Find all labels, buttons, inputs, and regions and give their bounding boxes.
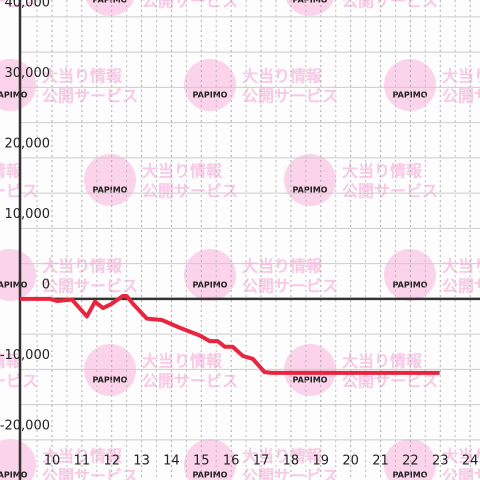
watermark-logo-text: PAPIMO <box>0 471 28 480</box>
watermark-text: 公開サービス <box>442 467 480 480</box>
watermark-text: 公開サービス <box>342 0 438 11</box>
x-tick-label: 14 <box>163 454 180 469</box>
watermark-logo <box>86 0 134 16</box>
watermark-text: 大当り情報 <box>0 352 23 371</box>
watermark-logo-text: PAPIMO <box>293 0 328 5</box>
watermark-logo <box>284 154 336 206</box>
watermark-logo <box>0 59 36 111</box>
watermark-text: 大当り情報 <box>242 67 323 86</box>
watermark-logo <box>184 249 236 301</box>
watermark-text: 大当り情報 <box>242 447 323 466</box>
watermark-text: 公開サービス <box>242 87 338 106</box>
watermark-logo-text: PAPIMO <box>193 91 228 100</box>
watermark-logo-text: PAPIMO <box>0 281 28 290</box>
watermark-text: 公開サービス <box>242 467 338 480</box>
data-line <box>20 294 440 375</box>
watermark-text: 大当り情報 <box>42 447 123 466</box>
watermark-text: 大当り情報 <box>342 352 423 371</box>
watermark-text: 公開サービス <box>42 277 138 296</box>
x-tick-label: 21 <box>372 454 389 469</box>
watermark-logo-text: PAPIMO <box>293 376 328 385</box>
x-tick-label: 20 <box>342 454 359 469</box>
watermark-logo <box>284 344 336 396</box>
watermark-logo <box>0 439 36 480</box>
x-tick-label: 19 <box>313 454 330 469</box>
x-tick-label: 16 <box>223 454 240 469</box>
x-tick-label: 15 <box>193 454 210 469</box>
watermark-logo <box>0 249 36 301</box>
x-tick-label: 23 <box>432 454 449 469</box>
label-layer: 10 11 12 13 14 15 16 17 18 19 20 21 22 23 24 -20,000 -10… <box>0 0 478 469</box>
watermark-text: 公開サービス <box>242 277 338 296</box>
watermark-text: 公開サービス <box>142 182 238 201</box>
watermark-text: 大当り情報 <box>342 162 423 181</box>
y-tick-label: -10,000 <box>0 348 50 363</box>
watermark-logo-text: PAPIMO <box>0 91 28 100</box>
watermark-logo <box>84 154 136 206</box>
watermark-text: 大当り情報 <box>242 257 323 276</box>
y-tick-label: 40,000 <box>5 0 51 10</box>
watermark-text: 大当り情報 <box>42 257 123 276</box>
watermark-logo <box>384 439 436 480</box>
y-tick-label: 0 <box>42 277 50 292</box>
x-tick-label: 24 <box>462 454 479 469</box>
watermark-logo-text: PAPIMO <box>93 0 128 5</box>
watermark-logo <box>184 439 236 480</box>
watermark-logo-text: PAPIMO <box>93 186 128 195</box>
watermark-logo-text: PAPIMO <box>293 186 328 195</box>
watermark-logo-text: PAPIMO <box>193 471 228 480</box>
x-tick-label: 13 <box>133 454 150 469</box>
watermark-text: 公開サービス <box>442 277 480 296</box>
x-tick-label: 12 <box>103 454 120 469</box>
y-tick-label: 30,000 <box>5 66 51 81</box>
watermark-logo <box>184 59 236 111</box>
watermark-logo-text: PAPIMO <box>93 376 128 385</box>
watermark-text: 公開サービス <box>142 372 238 391</box>
watermark-text: 大当り情報 <box>442 257 480 276</box>
y-tick-label: -20,000 <box>0 418 50 433</box>
watermark-text: 公開サービス <box>442 87 480 106</box>
x-tick-label: 11 <box>74 454 91 469</box>
watermark-text: 大当り情報 <box>142 352 223 371</box>
watermark-text: 大当り情報 <box>142 162 223 181</box>
watermark-text: 大当り情報 <box>42 67 123 86</box>
grid-layer <box>18 0 480 480</box>
watermark-text: 公開サービス <box>342 182 438 201</box>
y-tick-label: 20,000 <box>5 136 51 151</box>
x-tick-label: 10 <box>44 454 61 469</box>
x-tick-label: 17 <box>253 454 270 469</box>
watermark-logo <box>286 0 334 16</box>
watermark-text: 公開サービス <box>142 0 238 11</box>
watermark-text: 公開サービス <box>42 467 138 480</box>
y-tick-label: 10,000 <box>5 207 51 222</box>
x-tick-label: 18 <box>283 454 300 469</box>
watermark-text: 公開サービス <box>42 87 138 106</box>
plot-layer <box>20 294 440 375</box>
watermark-logo <box>84 344 136 396</box>
watermark-text: 大当り情報 <box>442 67 480 86</box>
watermark-text: 大当り情報 <box>0 162 23 181</box>
x-tick-label: 22 <box>402 454 419 469</box>
watermark-logo-text: PAPIMO <box>193 281 228 290</box>
